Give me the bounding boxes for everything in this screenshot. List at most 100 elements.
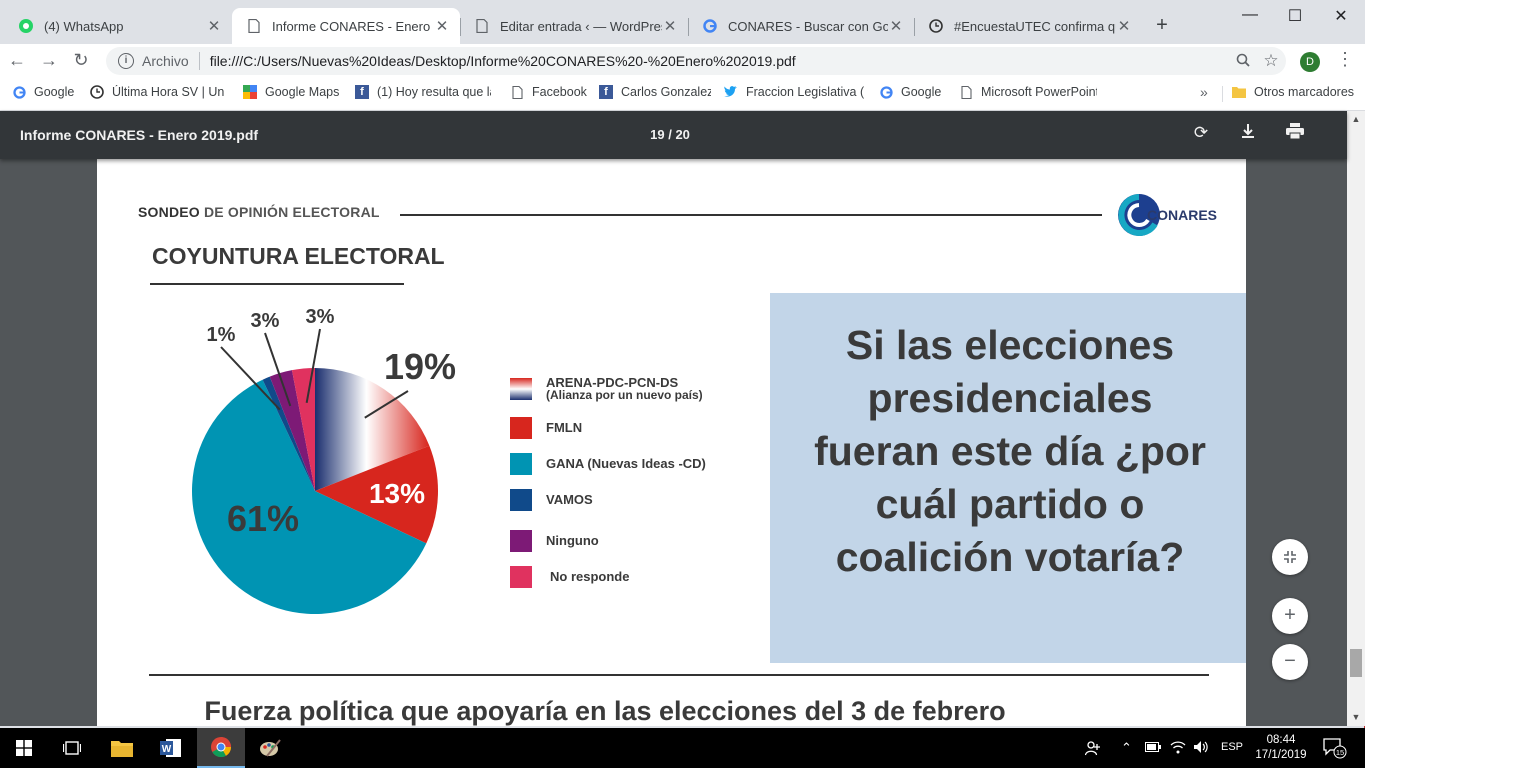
address-bar[interactable]: i Archivo file:///C:/Users/Nuevas%20Idea… — [106, 47, 1286, 75]
header-strong: SONDEO — [138, 204, 200, 220]
back-button[interactable]: ← — [8, 50, 26, 70]
logo-text: CONARES — [1147, 207, 1218, 223]
profile-avatar[interactable]: D — [1300, 52, 1320, 72]
clock-icon — [90, 85, 104, 99]
pdf-viewer[interactable]: SONDEO DE OPINIÓN ELECTORAL CONARES COYU… — [0, 111, 1347, 726]
pdf-page-indicator: 19 / 20 — [620, 127, 720, 142]
pie-label: 61% — [227, 498, 299, 539]
legend-swatch — [510, 417, 532, 439]
windows-taskbar: W ⌃ ESP 08:44 17/1/2019 15 — [0, 728, 1365, 768]
browser-window: 15 (4) WhatsApp ✕ Informe CONARES - Ener… — [0, 0, 1365, 768]
close-icon[interactable]: ✕ — [1117, 18, 1131, 35]
people-icon[interactable] — [1084, 740, 1101, 759]
tab-title: Informe CONARES - Enero 2019.pdf — [272, 18, 434, 34]
file-explorer-icon[interactable] — [98, 728, 146, 768]
system-clock[interactable]: 08:44 17/1/2019 — [1250, 733, 1312, 763]
legend-swatch — [510, 530, 532, 552]
tab-wordpress[interactable]: Editar entrada ‹ — WordPress ✕ — [460, 8, 688, 44]
legend-item: Ninguno — [510, 530, 599, 552]
tab-whatsapp[interactable]: 15 (4) WhatsApp ✕ — [4, 8, 232, 44]
leader-line — [364, 390, 409, 419]
notifications-icon[interactable]: 15 — [1323, 737, 1347, 762]
close-icon[interactable]: ✕ — [889, 18, 903, 35]
section-title-rule — [150, 283, 404, 285]
header-rest: DE OPINIÓN ELECTORAL — [203, 204, 380, 220]
zoom-icon[interactable] — [1230, 53, 1256, 70]
bookmark-facebook[interactable]: Facebook — [510, 85, 590, 99]
other-bookmarks[interactable]: Otros marcadores — [1232, 85, 1357, 99]
pie-label: 19% — [384, 346, 456, 387]
total-pages: 20 — [675, 127, 690, 142]
legend-item: ARENA-PDC-PCN-DS (Alianza por un nuevo pa… — [510, 375, 703, 402]
chevron-up-icon[interactable]: ⌃ — [1121, 740, 1132, 755]
legend-label: FMLN — [546, 420, 583, 435]
task-view-icon[interactable] — [48, 728, 96, 768]
word-icon[interactable]: W — [147, 728, 195, 768]
legend-label: No responde — [550, 569, 630, 584]
scroll-down-icon[interactable]: ▼ — [1351, 712, 1361, 722]
bookmark-google[interactable]: Google — [12, 85, 82, 99]
legend-swatch — [510, 453, 532, 475]
new-tab-button[interactable]: + — [1156, 14, 1168, 36]
scrollbar[interactable]: ▲ ▼ — [1347, 111, 1365, 726]
close-window-icon[interactable]: ✕ — [1334, 8, 1348, 25]
battery-icon[interactable] — [1145, 740, 1161, 755]
svg-text:W: W — [162, 744, 172, 755]
print-icon[interactable] — [1284, 123, 1306, 145]
fit-page-button[interactable] — [1272, 539, 1308, 575]
close-icon[interactable]: ✕ — [663, 18, 677, 35]
paint-icon[interactable] — [246, 728, 294, 768]
info-icon[interactable]: i — [118, 53, 134, 69]
windows-start-icon[interactable] — [0, 728, 48, 768]
wifi-icon[interactable] — [1170, 740, 1186, 757]
document-icon — [246, 18, 262, 34]
bookmarks-more-button[interactable]: » — [1200, 84, 1208, 100]
bookmark-powerpoint[interactable]: Microsoft PowerPoint — [959, 85, 1097, 99]
bookmark-hoy-resulta[interactable]: f (1) Hoy resulta que la — [355, 85, 491, 99]
page-separator: / — [668, 127, 672, 142]
scroll-thumb[interactable] — [1350, 649, 1362, 677]
volume-icon[interactable] — [1193, 740, 1209, 757]
download-icon[interactable] — [1237, 123, 1259, 145]
legend-label: ARENA-PDC-PCN-DS (Alianza por un nuevo pa… — [546, 375, 703, 402]
language-indicator[interactable]: ESP — [1221, 741, 1244, 753]
pie-chart: 19% 13% 61% 1% 3% 3% — [191, 306, 456, 614]
bottom-title: Fuerza política que apoyaría en las elec… — [204, 696, 1006, 726]
more-icon[interactable]: ⋮ — [1336, 49, 1354, 69]
pdf-toolbar: Informe CONARES - Enero 2019.pdf 19 / 20… — [0, 111, 1347, 159]
legend-swatch — [510, 378, 532, 400]
minimize-icon[interactable]: — — [1242, 6, 1258, 23]
browser-toolbar: ← → ↻ i Archivo file:///C:/Users/Nuevas%… — [0, 44, 1365, 78]
forward-button[interactable]: → — [40, 50, 58, 70]
zoom-out-button[interactable]: − — [1272, 644, 1308, 680]
bookmark-google-2[interactable]: Google — [879, 85, 949, 99]
bookmark-google-maps[interactable]: Google Maps — [243, 85, 343, 99]
chrome-icon[interactable] — [197, 728, 245, 768]
close-icon[interactable]: ✕ — [435, 18, 449, 35]
scroll-up-icon[interactable]: ▲ — [1351, 114, 1361, 124]
pie-label: 3% — [306, 306, 335, 328]
pie-label: 3% — [251, 310, 280, 332]
bookmark-label: Google Maps — [265, 85, 340, 99]
close-icon[interactable]: ✕ — [207, 18, 221, 35]
bookmark-ultima-hora[interactable]: Última Hora SV | Un — [90, 85, 230, 99]
header-rule — [400, 214, 1102, 216]
tab-pdf[interactable]: Informe CONARES - Enero 2019.pdf ✕ — [232, 8, 460, 44]
facebook-icon: f — [599, 85, 613, 99]
bookmark-label: Google — [34, 85, 75, 99]
google-icon — [12, 85, 26, 99]
reload-button[interactable]: ↻ — [73, 50, 89, 70]
bookmark-fraccion-legislativa[interactable]: Fraccion Legislativa ( — [724, 85, 864, 99]
rotate-icon[interactable]: ⟳ — [1193, 123, 1209, 142]
document-icon — [959, 85, 973, 99]
tab-separator — [914, 18, 915, 36]
star-icon[interactable]: ☆ — [1263, 51, 1279, 70]
zoom-in-button[interactable]: + — [1272, 598, 1308, 634]
maximize-icon[interactable]: ☐ — [1287, 8, 1303, 25]
bookmark-carlos-gonzalez[interactable]: f Carlos Gonzalez — [599, 85, 711, 99]
url-text[interactable]: file:///C:/Users/Nuevas%20Ideas/Desktop/… — [209, 53, 796, 69]
pie-slice-no-responde — [291, 368, 315, 491]
current-page[interactable]: 19 — [650, 127, 665, 142]
tab-google-search[interactable]: CONARES - Buscar con Google ✕ — [688, 8, 914, 44]
tab-encuesta[interactable]: #EncuestaUTEC confirma que a ✕ — [914, 8, 1142, 44]
